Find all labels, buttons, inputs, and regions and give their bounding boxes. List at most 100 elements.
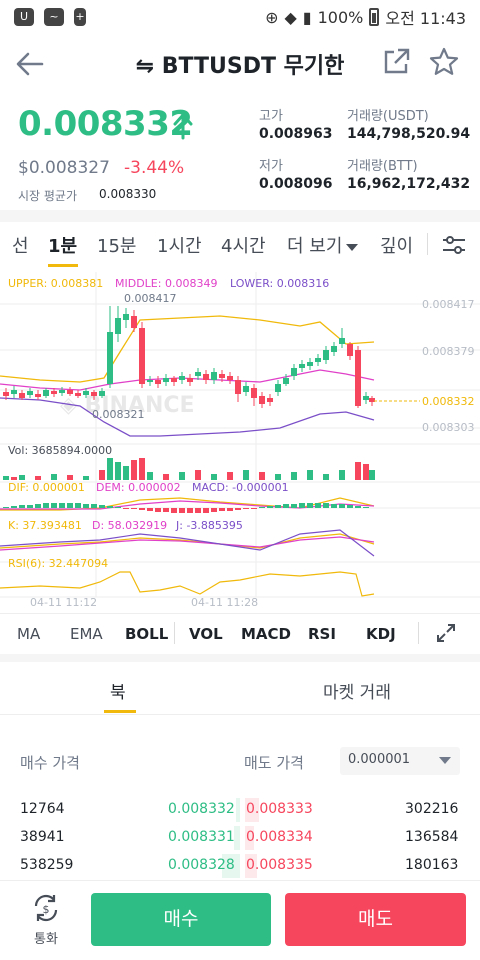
orderbook-row[interactable]: 38941 0.008331 0.008334 136584 [0, 826, 480, 850]
indicator-rsi[interactable]: RSI [308, 625, 336, 643]
high-value: 0.008963 [259, 126, 333, 142]
candle-body [331, 346, 337, 352]
header: ⇋ BTTUSDT 무기한 [0, 36, 480, 92]
candle-body [299, 364, 305, 368]
candle-body [259, 396, 265, 404]
page-title: ⇋ BTTUSDT 무기한 [135, 54, 345, 79]
share-icon[interactable] [380, 46, 412, 78]
candle-body [251, 388, 257, 398]
last-price: 0.008332 [18, 104, 193, 144]
indicator-kdj[interactable]: KDJ [366, 625, 396, 643]
volume-bar [3, 476, 9, 480]
volume-label: Vol: 3685894.0000 [8, 444, 113, 457]
macd-bar [315, 503, 321, 508]
volume-bar [19, 475, 25, 480]
volume-bar [369, 470, 375, 480]
divider [0, 714, 480, 715]
candle-body [43, 390, 49, 396]
boll-lower-label: LOWER: 0.008316 [230, 277, 330, 290]
volume-bar [179, 472, 185, 480]
status-bar: U ~ + ⊕ ◆ ▮ 100% 오전 11:43 [0, 0, 480, 34]
macd-histogram [3, 503, 369, 513]
buy-button[interactable]: 매수 [91, 893, 271, 946]
precision-select[interactable]: 0.000001 [340, 747, 460, 775]
volume-usdt-label: 거래량(USDT) [347, 109, 429, 124]
volume-bar [51, 474, 57, 480]
watermark-logo: ◈ BINANCE [60, 393, 195, 418]
favorite-star-icon[interactable] [428, 46, 460, 78]
indicator-macd[interactable]: MACD [241, 625, 291, 643]
tab-orderbook[interactable]: 북 [110, 683, 126, 703]
indicator-ma[interactable]: MA [17, 625, 41, 643]
currency-convert-icon[interactable]: $ [30, 892, 62, 924]
macd-bar [347, 505, 353, 508]
macd-bar [363, 507, 369, 508]
candle-body [19, 393, 25, 398]
volume-bar [83, 476, 89, 480]
tab-15m[interactable]: 15분 [97, 236, 137, 257]
candlestick-chart[interactable]: ◈ BINANCE [0, 272, 480, 612]
macd-bar [107, 506, 113, 508]
macd-bar [139, 508, 145, 510]
indicator-vol[interactable]: VOL [189, 625, 223, 643]
indicator-separator [418, 622, 419, 644]
bid-qty: 12764 [20, 801, 65, 817]
volume-bar [243, 470, 249, 480]
candle-body [195, 372, 201, 376]
indicator-tabs: MA EMA BOLL VOL MACD RSI KDJ [0, 614, 480, 654]
macd-bar [267, 506, 273, 508]
macd-bar [227, 508, 233, 511]
convert-label[interactable]: 통화 [34, 932, 58, 947]
candle-body [307, 362, 313, 366]
boll-upper-label: UPPER: 0.008381 [8, 277, 104, 290]
volume-bar [227, 472, 233, 480]
macd-bar [67, 503, 73, 508]
candle-body [99, 391, 105, 396]
candle-body [3, 392, 9, 396]
candle-body [187, 378, 193, 382]
rsi-label: RSI(6): 32.447094 [8, 557, 109, 570]
macd-bar [155, 508, 161, 512]
high-marker-label: 0.008417 [124, 292, 177, 305]
macd-bar [203, 508, 209, 513]
candle-body [147, 380, 153, 382]
macd-bar [163, 508, 169, 512]
time-tick-1: 04-11 11:12 [30, 596, 98, 609]
battery-icon [369, 8, 380, 26]
candle-body [211, 372, 217, 380]
indicator-ema[interactable]: EMA [70, 625, 103, 643]
volume-bar [147, 472, 153, 480]
tab-depth[interactable]: 깊이 [380, 236, 414, 257]
macd-bar [59, 503, 65, 508]
kdj-j-line [0, 529, 375, 557]
chart-settings-icon[interactable] [440, 232, 468, 258]
macd-bar [35, 504, 41, 508]
tab-1h[interactable]: 1시간 [157, 236, 202, 257]
tab-line[interactable]: 선 [12, 236, 29, 257]
kdj-d-label: D: 58.032919 [92, 519, 168, 532]
macd-bar [147, 508, 153, 511]
macd-bar [259, 507, 265, 508]
tab-4h[interactable]: 4시간 [221, 236, 266, 257]
macd-bar [11, 506, 17, 508]
macd-dem-label: DEM: 0.000002 [96, 481, 181, 494]
indicator-boll[interactable]: BOLL [125, 625, 169, 643]
active-tab-indicator [48, 264, 78, 267]
candle-body [179, 376, 185, 380]
candle-body [27, 391, 33, 395]
orderbook-row[interactable]: 12764 0.008332 0.008333 302216 [0, 798, 480, 822]
sell-button[interactable]: 매도 [285, 893, 466, 946]
fullscreen-expand-icon[interactable] [434, 621, 458, 645]
low-marker-label: 0.008321 [92, 408, 145, 421]
macd-dif-label: DIF: 0.000001 [8, 481, 85, 494]
tab-more[interactable]: 더 보기 [287, 232, 359, 258]
back-arrow-icon[interactable] [12, 46, 48, 82]
candle-body [139, 328, 145, 384]
macd-bar [83, 504, 89, 508]
activity-icon: ~ [44, 8, 64, 26]
tab-market-trades[interactable]: 마켓 거래 [323, 683, 391, 703]
volume-bars [3, 458, 375, 480]
orderbook-row[interactable]: 538259 0.008328 0.008335 180163 [0, 854, 480, 878]
tab-1m[interactable]: 1분 [48, 236, 78, 257]
bid-price: 0.008331 [168, 829, 235, 845]
